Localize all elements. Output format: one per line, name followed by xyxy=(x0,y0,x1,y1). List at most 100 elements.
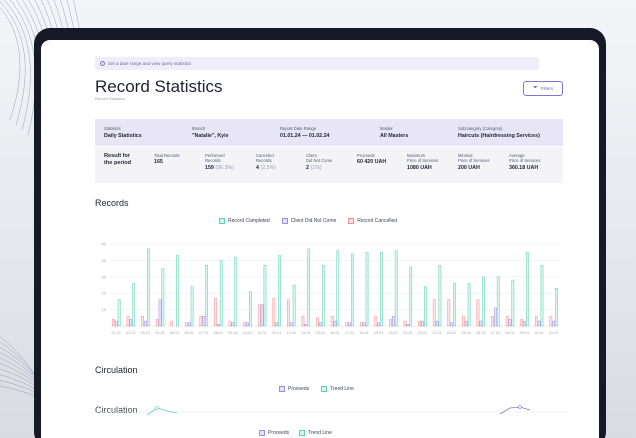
bar-completed[interactable] xyxy=(409,266,413,327)
bar-completed[interactable] xyxy=(423,286,427,327)
bar-completed[interactable] xyxy=(540,265,544,327)
bar-completed[interactable] xyxy=(234,256,238,327)
bar-completed[interactable] xyxy=(496,276,500,327)
bar-completed[interactable] xyxy=(351,253,354,327)
bar-not-come[interactable] xyxy=(523,320,526,327)
bar-cancelled[interactable] xyxy=(257,304,261,327)
bar-not-come[interactable] xyxy=(464,320,468,327)
bar-cancelled[interactable] xyxy=(112,319,115,327)
bar-completed[interactable] xyxy=(336,250,340,327)
bar-completed[interactable] xyxy=(205,265,208,327)
bar-cancelled[interactable] xyxy=(330,315,334,327)
bar-not-come[interactable] xyxy=(158,299,162,327)
bar-cancelled[interactable] xyxy=(345,322,349,327)
bar-not-come[interactable] xyxy=(333,320,337,327)
bar-cancelled[interactable] xyxy=(505,315,509,327)
bar-cancelled[interactable] xyxy=(491,315,494,327)
bar-cancelled[interactable] xyxy=(243,322,247,327)
bar-completed[interactable] xyxy=(467,283,471,327)
bar-not-come[interactable] xyxy=(406,324,410,327)
legend-completed[interactable]: Record Completed xyxy=(219,218,270,224)
bar-not-come[interactable] xyxy=(362,322,366,327)
bar-completed[interactable] xyxy=(176,255,179,327)
bar-not-come[interactable] xyxy=(508,319,512,327)
bar-not-come[interactable] xyxy=(377,322,381,327)
bar-cancelled[interactable] xyxy=(418,320,421,327)
bar-cancelled[interactable] xyxy=(359,322,363,327)
bar-cancelled[interactable] xyxy=(389,319,392,327)
bar-not-come[interactable] xyxy=(450,322,453,327)
bar-completed[interactable] xyxy=(249,291,252,327)
bar-cancelled[interactable] xyxy=(199,315,203,327)
legend-cancelled[interactable]: Record Cancelled xyxy=(348,218,397,224)
bar-not-come[interactable] xyxy=(246,322,249,327)
bar-completed[interactable] xyxy=(526,251,529,327)
bar-completed[interactable] xyxy=(132,283,136,327)
bar-completed[interactable] xyxy=(555,288,558,327)
bar-completed[interactable] xyxy=(321,265,325,327)
bar-cancelled[interactable] xyxy=(403,320,407,327)
bar-completed[interactable] xyxy=(307,248,311,327)
bar-not-come[interactable] xyxy=(144,320,147,327)
bar-cancelled[interactable] xyxy=(272,297,276,327)
bar-completed[interactable] xyxy=(365,251,369,327)
bar-not-come[interactable] xyxy=(435,320,439,327)
bar-completed[interactable] xyxy=(511,279,515,327)
bar-cancelled[interactable] xyxy=(549,315,553,327)
bar-not-come[interactable] xyxy=(217,324,220,327)
legend-trend-line[interactable]: Trend Line xyxy=(321,386,354,392)
bar-cancelled[interactable] xyxy=(316,317,319,327)
bar-not-come[interactable] xyxy=(304,324,308,327)
bar-cancelled[interactable] xyxy=(462,315,465,327)
bar-completed[interactable] xyxy=(380,251,383,327)
bar-not-come[interactable] xyxy=(479,320,483,327)
bar-completed[interactable] xyxy=(453,283,456,327)
bar-cancelled[interactable] xyxy=(301,315,305,327)
bar-completed[interactable] xyxy=(394,250,398,327)
bar-not-come[interactable] xyxy=(202,315,206,327)
bar-not-come[interactable] xyxy=(494,307,497,327)
bar-cancelled[interactable] xyxy=(432,299,436,327)
bar-cancelled[interactable] xyxy=(287,299,290,327)
bar-not-come[interactable] xyxy=(289,322,293,327)
bar-completed[interactable] xyxy=(292,284,296,327)
filters-button[interactable]: ⏷ Filters xyxy=(523,81,563,96)
bar-not-come[interactable] xyxy=(552,320,556,327)
bar-completed[interactable] xyxy=(278,255,281,327)
bar-completed[interactable] xyxy=(146,248,150,327)
bar-not-come[interactable] xyxy=(114,320,118,327)
bar-completed[interactable] xyxy=(263,265,267,327)
bar-completed[interactable] xyxy=(482,276,486,327)
bar-not-come[interactable] xyxy=(231,322,235,327)
bar-not-come[interactable] xyxy=(319,322,322,327)
legend-proceeds[interactable]: Proceeds xyxy=(279,386,309,392)
legend-not-come[interactable]: Client Did Not Come xyxy=(281,218,336,224)
bar-cancelled[interactable] xyxy=(184,322,188,327)
bar-cancelled[interactable] xyxy=(214,297,217,327)
bar-cancelled[interactable] xyxy=(170,320,174,327)
bar-not-come[interactable] xyxy=(348,322,351,327)
bar-cancelled[interactable] xyxy=(520,319,524,327)
bar-not-come[interactable] xyxy=(421,320,424,327)
bar-not-come[interactable] xyxy=(275,322,279,327)
bar-completed[interactable] xyxy=(219,260,223,327)
bar-cancelled[interactable] xyxy=(155,319,159,327)
bar-not-come[interactable] xyxy=(537,320,541,327)
bar-completed[interactable] xyxy=(438,265,442,327)
bar-cancelled[interactable] xyxy=(476,299,480,327)
bar-cancelled[interactable] xyxy=(534,315,538,327)
bar-cancelled[interactable] xyxy=(374,315,378,327)
bar-completed[interactable] xyxy=(161,268,165,327)
bar-cancelled[interactable] xyxy=(126,315,130,327)
bar-completed[interactable] xyxy=(190,286,194,327)
bar-not-come[interactable] xyxy=(129,319,133,327)
bar-completed[interactable] xyxy=(117,299,121,327)
bar-cancelled[interactable] xyxy=(228,320,232,327)
bar-cancelled[interactable] xyxy=(447,299,451,327)
bottom-legend-proceeds[interactable]: Proceeds xyxy=(259,430,289,436)
bar-not-come[interactable] xyxy=(391,315,395,327)
bottom-legend-trend[interactable]: Trend Line xyxy=(299,430,332,436)
bar-cancelled[interactable] xyxy=(141,315,144,327)
bar-not-come[interactable] xyxy=(260,304,264,327)
bar-not-come[interactable] xyxy=(187,322,191,327)
